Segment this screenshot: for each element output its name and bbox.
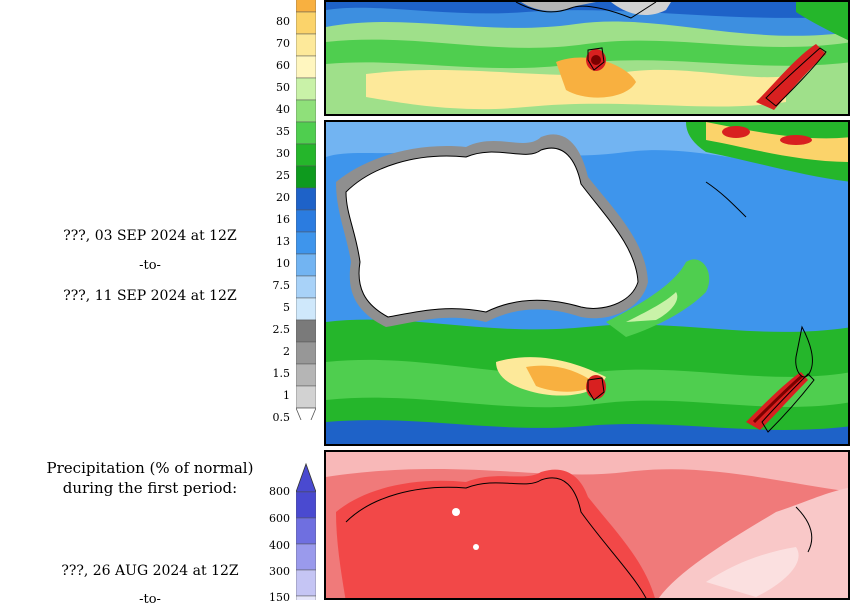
pct-colorbar-label: 800 [269, 485, 290, 498]
pct-colorbar [296, 462, 316, 600]
precip-colorbar-label: 5 [283, 301, 290, 314]
precip-colorbar-label: 2.5 [272, 323, 291, 336]
pct-colorbar-svg [296, 462, 316, 600]
precip-colorbar-segment [296, 297, 316, 321]
precip-colorbar-label: 0.5 [272, 411, 291, 424]
precip-colorbar-label: 40 [276, 103, 290, 116]
precip-colorbar-label: 70 [276, 37, 290, 50]
precip-colorbar-svg [296, 0, 316, 420]
bottom-period-start-text: ???, 26 AUG 2024 at 12Z [61, 563, 239, 579]
pct-colorbar-label: 600 [269, 512, 290, 525]
precip-colorbar-label: 13 [276, 235, 290, 248]
pct-normal-title: Precipitation (% of normal) [46, 459, 254, 477]
pct-normal-subtitle: during the first period: [62, 479, 238, 497]
pct-colorbar-segment [296, 491, 316, 519]
pct-colorbar-segment [296, 569, 316, 597]
precip-colorbar-segment [296, 209, 316, 233]
precip-colorbar-label: 7.5 [272, 279, 291, 292]
precip-colorbar-segment [296, 143, 316, 167]
precip-colorbar-segment [296, 231, 316, 255]
period-to-text: -to- [139, 258, 161, 273]
precip-colorbar-segment [296, 363, 316, 387]
map-top-fill [326, 2, 848, 114]
precip-colorbar-segment [296, 33, 316, 57]
precip-colorbar-segment [296, 11, 316, 35]
pct-colorbar-label: 150 [269, 591, 290, 604]
precip-colorbar-segment [296, 253, 316, 277]
precip-colorbar-label: 25 [276, 169, 290, 182]
precip-colorbar-label: 2 [283, 345, 290, 358]
pct-colorbar-arrow [296, 462, 316, 493]
map-panel-top [324, 0, 850, 116]
precip-colorbar-label: 50 [276, 81, 290, 94]
map-panel-bottom [324, 450, 850, 600]
pct-colorbar-label: 400 [269, 539, 290, 552]
precip-colorbar-label: 10 [276, 257, 290, 270]
pct-colorbar-label: 300 [269, 565, 290, 578]
pct-colorbar-segment [296, 543, 316, 571]
precip-colorbar-segment [296, 77, 316, 101]
map-bottom-fill [326, 452, 848, 598]
precip-colorbar-label: 30 [276, 147, 290, 160]
precip-colorbar-label: 60 [276, 59, 290, 72]
precip-colorbar-segment [296, 165, 316, 189]
precip-colorbar-label: 80 [276, 15, 290, 28]
precip-colorbar-segment [296, 319, 316, 343]
precip-colorbar-label: 20 [276, 191, 290, 204]
precip-colorbar-segment [296, 187, 316, 211]
precip-colorbar-segment [296, 55, 316, 79]
precip-colorbar-segment [296, 0, 316, 13]
pct-colorbar-segment [296, 517, 316, 545]
precip-colorbar-arrow [296, 407, 316, 420]
map-middle-fill [326, 122, 848, 444]
precip-colorbar-segment [296, 99, 316, 123]
precip-colorbar-segment [296, 275, 316, 299]
period-end-text: ???, 11 SEP 2024 at 12Z [63, 288, 237, 304]
period-start-text: ???, 03 SEP 2024 at 12Z [63, 228, 237, 244]
precip-colorbar [296, 0, 316, 420]
pct-colorbar-segment [296, 595, 316, 600]
precip-colorbar-segment [296, 385, 316, 409]
precip-colorbar-label: 35 [276, 125, 290, 138]
precip-colorbar-label: 16 [276, 213, 290, 226]
precip-colorbar-segment [296, 341, 316, 365]
precip-colorbar-label: 1 [283, 389, 290, 402]
precip-colorbar-label: 1.5 [272, 367, 291, 380]
map-panel-middle [324, 120, 850, 446]
precip-colorbar-segment [296, 121, 316, 145]
